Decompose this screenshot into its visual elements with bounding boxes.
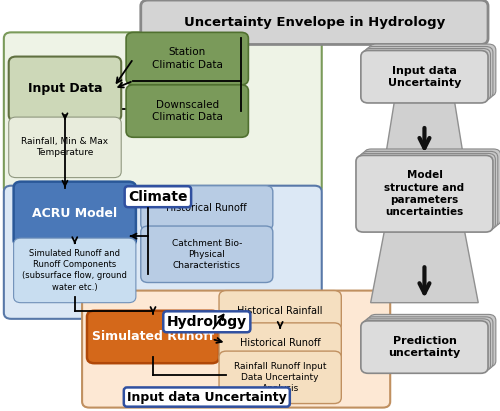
Text: Uncertainty Envelope in Hydrology: Uncertainty Envelope in Hydrology (184, 16, 445, 29)
FancyBboxPatch shape (361, 51, 488, 103)
FancyBboxPatch shape (356, 155, 493, 232)
FancyBboxPatch shape (219, 323, 342, 363)
FancyBboxPatch shape (14, 182, 136, 246)
Text: Historical Runoff: Historical Runoff (166, 203, 247, 213)
Polygon shape (370, 226, 478, 302)
FancyBboxPatch shape (368, 314, 496, 367)
FancyBboxPatch shape (4, 32, 322, 194)
FancyBboxPatch shape (364, 149, 500, 226)
FancyBboxPatch shape (358, 153, 496, 230)
Text: Rainfall Runoff Input
Data Uncertainty
Analysis: Rainfall Runoff Input Data Uncertainty A… (234, 362, 326, 393)
Text: Station
Climatic Data: Station Climatic Data (152, 47, 222, 70)
FancyBboxPatch shape (8, 57, 121, 121)
Text: Rainfall, Min & Max
Temperature: Rainfall, Min & Max Temperature (22, 137, 108, 157)
Text: Model
structure and
parameters
uncertainties: Model structure and parameters uncertain… (384, 170, 464, 217)
FancyBboxPatch shape (126, 32, 248, 85)
Text: Prediction
uncertainty: Prediction uncertainty (388, 336, 460, 358)
FancyBboxPatch shape (141, 226, 273, 282)
FancyBboxPatch shape (141, 186, 273, 230)
FancyBboxPatch shape (366, 46, 493, 99)
FancyBboxPatch shape (82, 291, 390, 408)
Text: Input Data: Input Data (28, 82, 102, 95)
Text: Downscaled
Climatic Data: Downscaled Climatic Data (152, 100, 222, 122)
FancyBboxPatch shape (126, 85, 248, 137)
FancyBboxPatch shape (361, 151, 498, 228)
Text: Historical Runoff: Historical Runoff (240, 338, 320, 348)
FancyBboxPatch shape (368, 44, 496, 97)
FancyBboxPatch shape (14, 238, 136, 302)
Text: Catchment Bio-
Physical
Characteristics: Catchment Bio- Physical Characteristics (172, 239, 242, 270)
FancyBboxPatch shape (141, 0, 488, 44)
FancyBboxPatch shape (364, 319, 490, 371)
FancyBboxPatch shape (366, 317, 493, 369)
Text: Simulated Runoff and
Runoff Components
(subsurface flow, ground
water etc.): Simulated Runoff and Runoff Components (… (22, 249, 127, 291)
FancyBboxPatch shape (364, 48, 490, 101)
FancyBboxPatch shape (219, 291, 342, 331)
FancyBboxPatch shape (87, 311, 219, 363)
Text: Simulated Runoff: Simulated Runoff (92, 330, 214, 344)
Text: ACRU Model: ACRU Model (32, 208, 117, 220)
FancyBboxPatch shape (8, 117, 121, 178)
Text: Input data Uncertainty: Input data Uncertainty (127, 390, 286, 404)
Text: Hydrology: Hydrology (166, 315, 247, 329)
Text: Input data
Uncertainty: Input data Uncertainty (388, 65, 461, 88)
FancyBboxPatch shape (361, 321, 488, 373)
FancyBboxPatch shape (219, 351, 342, 404)
Text: Climate: Climate (128, 190, 188, 204)
FancyBboxPatch shape (4, 186, 322, 319)
Text: Historical Rainfall: Historical Rainfall (238, 306, 323, 316)
Polygon shape (386, 97, 464, 157)
